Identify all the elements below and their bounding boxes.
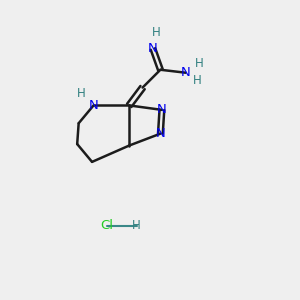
Text: N: N: [148, 42, 158, 56]
Text: H: H: [132, 219, 141, 232]
Text: H: H: [152, 26, 160, 39]
Text: N: N: [89, 99, 98, 112]
Text: H: H: [77, 87, 86, 100]
Text: H: H: [195, 57, 203, 70]
Text: N: N: [155, 127, 165, 140]
Text: H: H: [193, 74, 202, 87]
Text: N: N: [157, 103, 167, 116]
Text: N: N: [181, 66, 190, 79]
Text: Cl: Cl: [100, 219, 113, 232]
